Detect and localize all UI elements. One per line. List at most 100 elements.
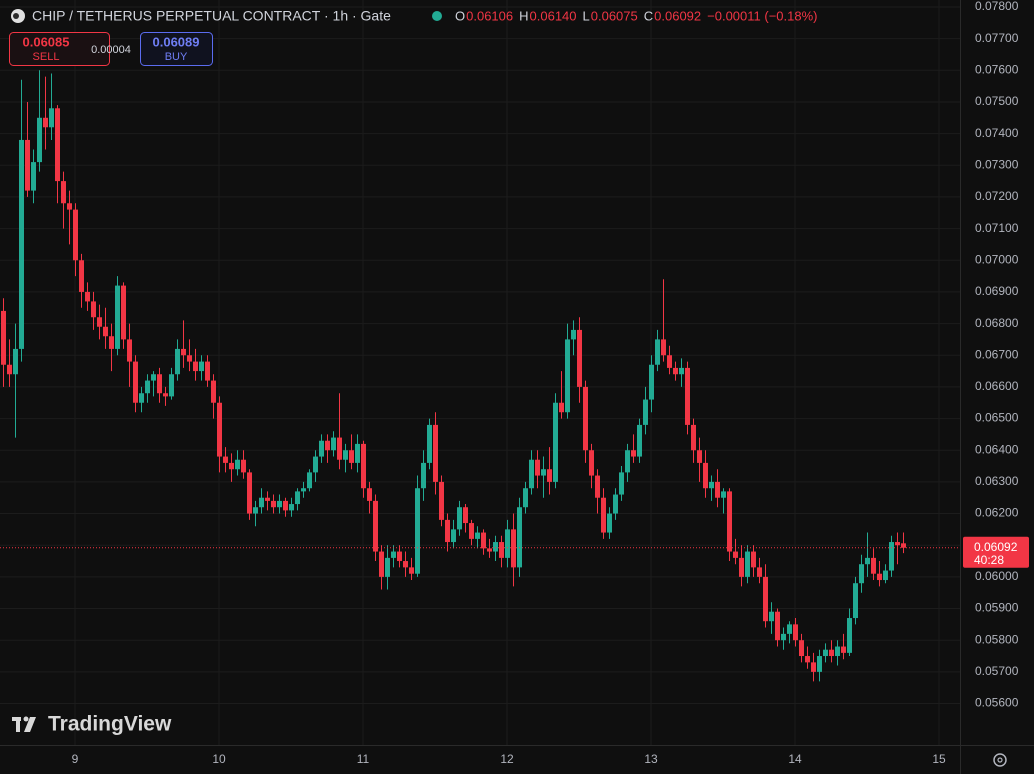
- y-tick-label: 0.05700: [975, 664, 1019, 678]
- candle-body: [7, 364, 12, 375]
- candle-body: [127, 339, 132, 362]
- ohlc-key: O: [455, 8, 465, 23]
- candle-body: [901, 543, 906, 548]
- candle-body: [367, 488, 372, 501]
- candle-body: [697, 450, 702, 463]
- candle-body: [115, 285, 120, 349]
- candle-body: [307, 472, 312, 489]
- candle-body: [193, 361, 198, 372]
- candle-body: [835, 646, 840, 657]
- candle-body: [829, 649, 834, 657]
- candle-body: [457, 507, 462, 530]
- candle-body: [385, 557, 390, 577]
- ohlc-key: H: [519, 8, 528, 23]
- symbol-icon-inner: [13, 13, 19, 19]
- candle-body: [397, 551, 402, 562]
- candle-body: [91, 301, 96, 318]
- candle-body: [535, 459, 540, 476]
- y-tick-label: 0.05600: [975, 696, 1019, 710]
- x-tick-label: 11: [357, 752, 370, 766]
- candle-body: [427, 424, 432, 463]
- candle-body: [133, 361, 138, 403]
- candle-body: [541, 469, 546, 476]
- candle-body: [223, 456, 228, 463]
- candle-body: [679, 367, 684, 375]
- candle-body: [883, 570, 888, 581]
- candle-body: [685, 367, 690, 425]
- candle-body: [811, 662, 816, 672]
- candle-body: [517, 507, 522, 568]
- y-tick-label: 0.07600: [975, 62, 1019, 76]
- y-tick-label: 0.06600: [975, 379, 1019, 393]
- candle-body: [595, 475, 600, 498]
- settings-icon[interactable]: [993, 753, 1007, 767]
- candle-body: [97, 317, 102, 327]
- candle-body: [85, 291, 90, 302]
- candle-body: [691, 424, 696, 451]
- candle-body: [583, 386, 588, 451]
- candle-body: [613, 494, 618, 514]
- candle-body: [475, 532, 480, 539]
- candle-body: [619, 472, 624, 495]
- candle-body: [157, 374, 162, 394]
- watermark: TradingView: [48, 713, 172, 736]
- candle-body: [19, 139, 24, 349]
- sell-price: 0.06085: [23, 34, 70, 49]
- y-tick-label: 0.06200: [975, 506, 1019, 520]
- countdown: 40:28: [974, 553, 1004, 567]
- buy-button[interactable]: [140, 32, 213, 66]
- candle-body: [745, 551, 750, 577]
- candle-body: [637, 424, 642, 457]
- x-tick-label: 13: [644, 752, 658, 766]
- y-tick-label: 0.06700: [975, 347, 1019, 361]
- candle-body: [631, 450, 636, 457]
- x-tick-label: 14: [788, 752, 802, 766]
- ohlc-value: 0.06106: [466, 8, 513, 23]
- y-tick-label: 0.07400: [975, 126, 1019, 140]
- candle-body: [757, 567, 762, 577]
- candle-body: [529, 459, 534, 489]
- candle-body: [493, 542, 498, 552]
- candle-body: [445, 519, 450, 543]
- y-tick-label: 0.06400: [975, 442, 1019, 456]
- candle-body: [565, 339, 570, 413]
- candle-body: [673, 367, 678, 375]
- candle-body: [13, 348, 18, 375]
- candle-body: [103, 326, 108, 337]
- candle-body: [379, 551, 384, 577]
- price-change: −0.00011 (−0.18%): [707, 8, 817, 23]
- candle-body: [817, 656, 822, 672]
- candle-body: [859, 564, 864, 584]
- grid: [0, 0, 960, 745]
- candle-body: [139, 393, 144, 403]
- candle-body: [433, 424, 438, 482]
- y-tick-label: 0.07500: [975, 94, 1019, 108]
- candle-body: [67, 203, 72, 210]
- candle-body: [361, 443, 366, 489]
- candle-body: [727, 491, 732, 552]
- candle-body: [505, 529, 510, 558]
- sell-button[interactable]: [9, 32, 110, 66]
- candle-body: [415, 488, 420, 574]
- settings-icon-center: [997, 757, 1003, 763]
- symbol-title: CHIP / TETHERUS PERPETUAL CONTRACT · 1h …: [32, 8, 391, 24]
- candle-body: [355, 443, 360, 463]
- candle-body: [769, 611, 774, 622]
- candle-body: [841, 646, 846, 653]
- ohlc-key: C: [644, 8, 653, 23]
- candle-body: [799, 640, 804, 657]
- candle-body: [295, 491, 300, 505]
- candles: [1, 70, 906, 682]
- y-tick-label: 0.06300: [975, 474, 1019, 488]
- y-tick-label: 0.05900: [975, 601, 1019, 615]
- candle-body: [403, 561, 408, 568]
- candle-body: [241, 459, 246, 473]
- candle-body: [175, 348, 180, 375]
- last-price-box: [963, 536, 1029, 568]
- candle-body: [343, 450, 348, 460]
- candle-body: [43, 117, 48, 128]
- candle-body: [265, 497, 270, 501]
- candle-body: [439, 481, 444, 520]
- candle-body: [607, 513, 612, 533]
